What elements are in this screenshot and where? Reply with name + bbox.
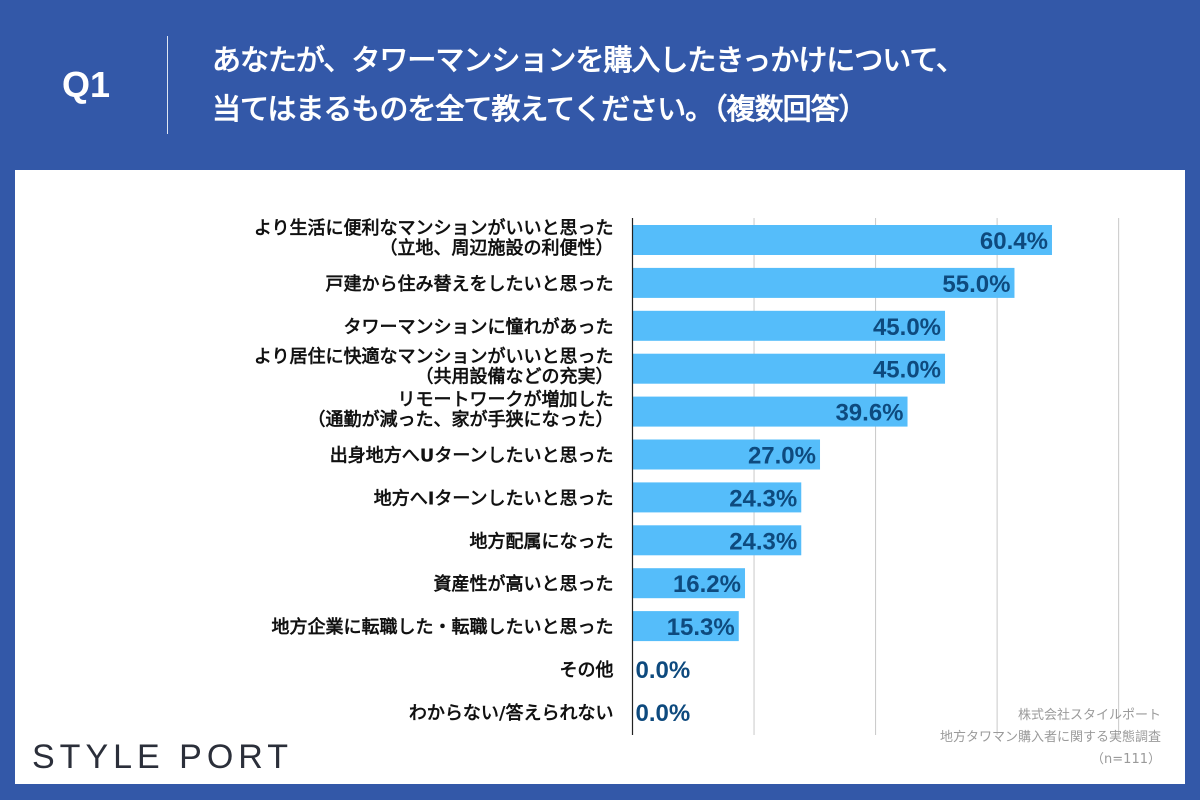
data-label: 39.6% — [835, 400, 903, 427]
data-label: 45.0% — [873, 357, 941, 384]
question-text: あなたが、タワーマンションを購入したきっかけについて、 当てはまるものを全て教え… — [212, 36, 965, 134]
question-number: Q1 — [62, 64, 111, 105]
question-line-1: あなたが、タワーマンションを購入したきっかけについて、 — [212, 43, 965, 77]
category-label: リモートワークが増加した — [398, 389, 614, 411]
bar — [632, 353, 946, 384]
data-label: 0.0% — [636, 700, 691, 727]
header-divider — [167, 36, 168, 134]
category-label: 地方企業に転職した・転職したいと思った — [272, 616, 614, 638]
source-note: 株式会社スタイルポート 地方タワマン購入者に関する実態調査 （n=111） — [940, 705, 1161, 771]
category-label: わからない/答えられない — [409, 702, 614, 724]
category-label: その他 — [560, 659, 614, 681]
category-label: タワーマンションに憧れがあった — [344, 316, 614, 338]
category-label: （通勤が減った、家が手狭になった） — [308, 409, 614, 431]
data-label: 24.3% — [729, 528, 797, 555]
data-label: 15.3% — [667, 614, 735, 641]
source-company: 株式会社スタイルポート — [1017, 708, 1161, 723]
bar — [632, 310, 946, 341]
category-label: より居住に快適なマンションがいいと思った — [254, 346, 614, 368]
category-label: （立地、周辺施設の利便性） — [380, 237, 614, 259]
category-label: 出身地方へUターンしたいと思った — [330, 445, 614, 467]
category-label: 資産性が高いと思った — [434, 573, 614, 595]
bar — [632, 525, 802, 556]
data-label: 27.0% — [748, 443, 816, 470]
bar — [632, 439, 821, 470]
sample-size: （n=111） — [1091, 752, 1161, 767]
category-label: （共用設備などの充実） — [416, 366, 614, 388]
bar — [632, 267, 1015, 298]
category-label: 地方へIターンしたいと思った — [374, 487, 614, 509]
bar — [632, 396, 908, 427]
category-label: より生活に便利なマンションがいいと思った — [254, 217, 614, 239]
data-label: 24.3% — [729, 485, 797, 512]
style-port-logo: STYLE PORT — [32, 738, 293, 776]
category-label: 地方配属になった — [470, 530, 614, 552]
question-line-2: 当てはまるものを全て教えてください。（複数回答） — [212, 92, 868, 126]
bar-chart: 60.4% より生活に便利なマンションがいいと思った（立地、周辺施設の利便性） 55… — [254, 217, 1120, 735]
chart-panel: 60.4% より生活に便利なマンションがいいと思った （立地、周辺施設の利便性） 55… — [15, 170, 1185, 784]
data-label: 16.2% — [673, 571, 741, 598]
category-label: 戸建から住み替えをしたいと思った — [326, 273, 614, 295]
bar — [632, 225, 1052, 255]
bar — [632, 482, 802, 513]
bar — [632, 568, 746, 599]
source-survey: 地方タワマン購入者に関する実態調査 — [939, 730, 1161, 745]
data-label: 55.0% — [942, 271, 1010, 298]
bar — [632, 611, 739, 642]
data-label: 45.0% — [873, 314, 941, 341]
data-label: 60.4% — [980, 228, 1048, 255]
data-label: 0.0% — [636, 657, 691, 684]
